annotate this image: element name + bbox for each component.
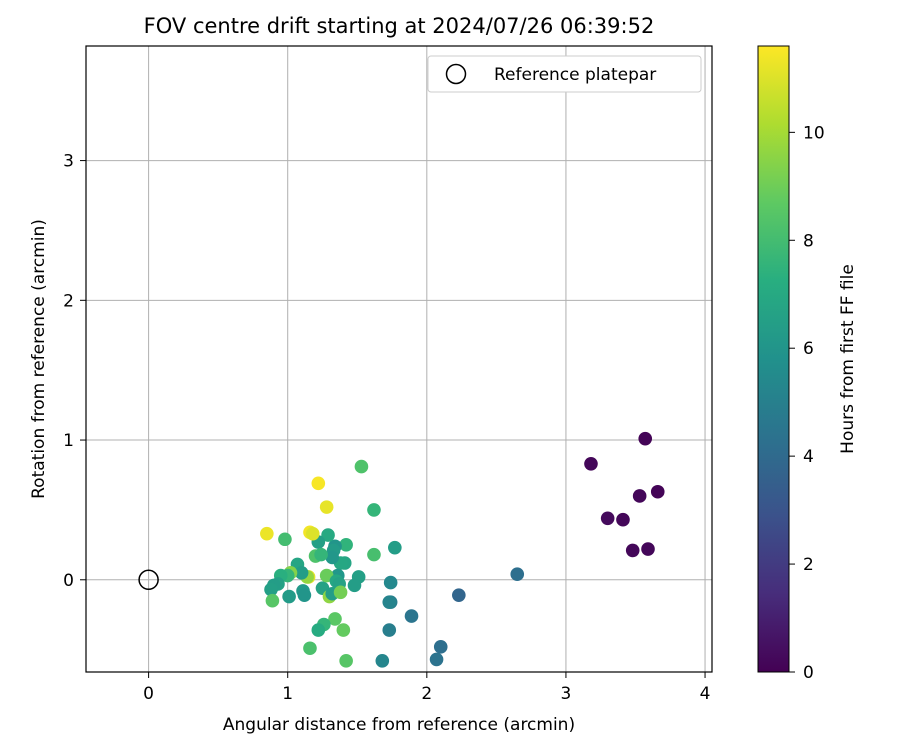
y-axis-ticks: 0 1 2 3 (63, 152, 86, 591)
data-point (383, 575, 398, 590)
legend: Reference platepar (427, 55, 702, 93)
grid (86, 46, 712, 672)
data-point (433, 640, 448, 654)
data-point (303, 641, 317, 656)
data-points (260, 431, 665, 668)
data-point (311, 476, 326, 491)
colorbar-tick-label: 10 (803, 123, 825, 143)
data-point (265, 593, 280, 608)
colorbar-ticks: 0 2 4 6 8 10 (789, 123, 825, 683)
data-point (650, 484, 665, 499)
legend-label: Reference platepar (494, 65, 656, 85)
chart-title: FOV centre drift starting at 2024/07/26 … (144, 14, 655, 38)
data-point (264, 582, 278, 597)
data-point (325, 550, 340, 565)
data-point (375, 654, 390, 668)
colorbar-tick-label: 6 (803, 339, 814, 359)
data-point (328, 612, 342, 626)
data-point (638, 431, 653, 446)
data-point (510, 567, 525, 581)
data-point (429, 652, 444, 667)
x-axis-label: Angular distance from reference (arcmin) (223, 715, 575, 735)
data-point (311, 623, 326, 637)
plot-frame (85, 45, 713, 673)
data-point (641, 542, 655, 556)
colorbar: 0 2 4 6 8 10 Hours from first FF file (757, 45, 858, 683)
data-point (382, 595, 397, 609)
data-point (616, 512, 630, 527)
colorbar-tick-label: 2 (803, 555, 814, 575)
y-tick-label: 3 (63, 152, 74, 172)
data-point (339, 654, 353, 668)
data-point (294, 565, 309, 580)
y-axis-label: Rotation from reference (arcmin) (29, 219, 49, 499)
data-point (404, 609, 419, 623)
data-point (347, 578, 362, 593)
data-point (367, 547, 381, 562)
data-point (314, 547, 328, 562)
x-tick-label: 4 (700, 684, 711, 704)
legend-marker-icon (445, 63, 467, 85)
data-point (260, 526, 274, 541)
data-point (382, 623, 397, 637)
colorbar-tick-label: 8 (803, 231, 814, 251)
data-point (632, 489, 647, 503)
data-point (452, 588, 466, 602)
data-point (282, 589, 296, 604)
data-point (367, 503, 381, 517)
data-point (336, 623, 351, 637)
data-point (297, 588, 312, 602)
y-tick-label: 2 (63, 291, 74, 311)
data-point (321, 528, 335, 542)
x-tick-label: 0 (143, 684, 154, 704)
data-point (305, 526, 320, 541)
data-point (584, 456, 598, 471)
data-point (625, 543, 640, 558)
legend-box (427, 55, 702, 93)
colorbar-tick-label: 4 (803, 447, 814, 467)
data-point (600, 511, 615, 526)
colorbar-frame (757, 45, 790, 673)
x-tick-label: 1 (282, 684, 293, 704)
colorbar-label: Hours from first FF file (838, 264, 858, 454)
reference-marker (138, 569, 159, 591)
data-point (339, 538, 353, 552)
data-point (278, 532, 292, 547)
x-tick-label: 2 (421, 684, 432, 704)
data-point (354, 459, 369, 474)
data-point (388, 540, 402, 555)
colorbar-tick-label: 0 (803, 663, 814, 683)
colorbar-gradient (758, 46, 789, 672)
data-point (333, 585, 348, 600)
y-tick-label: 0 (63, 571, 74, 591)
data-point (319, 500, 334, 514)
x-tick-label: 3 (561, 684, 572, 704)
y-tick-label: 1 (63, 431, 74, 451)
x-axis-ticks: 0 1 2 3 4 (143, 672, 710, 704)
